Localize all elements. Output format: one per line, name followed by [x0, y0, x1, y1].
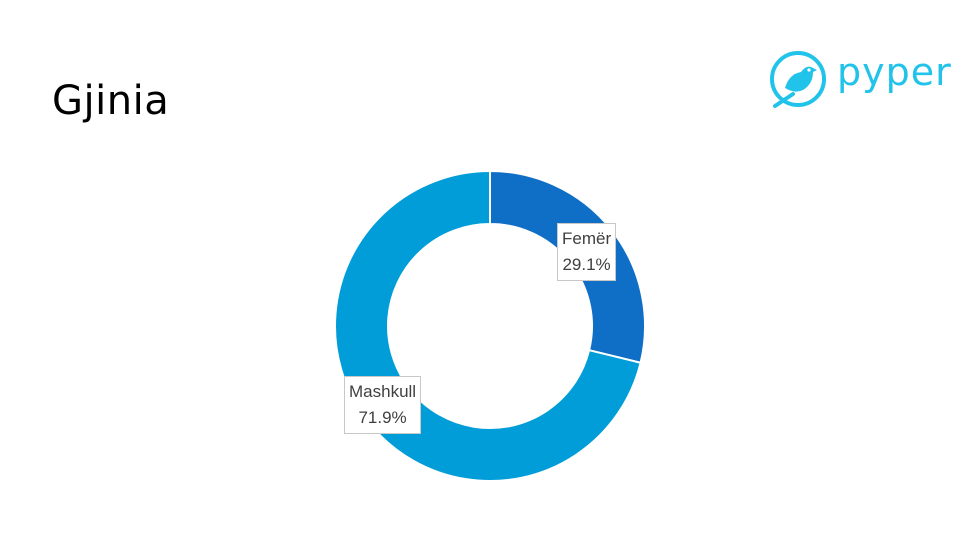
bird-logo-icon	[770, 51, 826, 108]
logo-text: pyper	[837, 50, 952, 94]
slice-label: Mashkull	[349, 382, 417, 401]
data-label-femer: Femër 29.1%	[557, 223, 617, 281]
pyper-logo: pyper	[767, 48, 957, 118]
slice-value: 29.1%	[562, 255, 611, 274]
slide-title: Gjinia	[52, 78, 170, 124]
slice-value: 71.9%	[358, 408, 407, 427]
data-label-mashkull: Mashkull 71.9%	[344, 376, 422, 434]
slice-label: Femër	[562, 229, 612, 248]
donut-slice-femer	[489, 169, 646, 364]
